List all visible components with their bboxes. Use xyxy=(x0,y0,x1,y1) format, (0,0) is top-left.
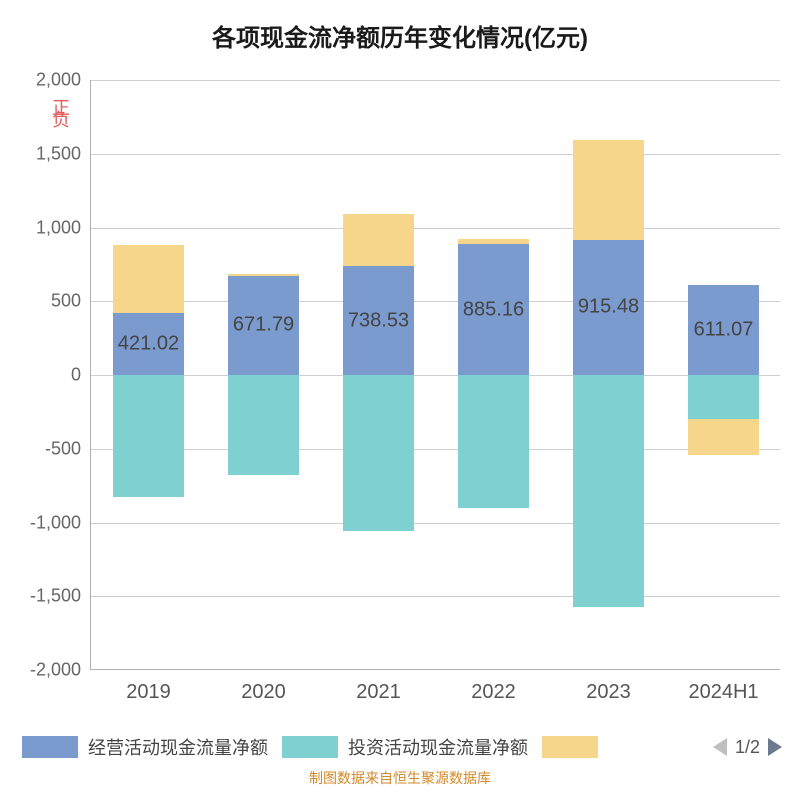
bar-value-label: 738.53 xyxy=(329,309,429,332)
bar-segment-financing xyxy=(113,245,184,313)
footnote: 制图数据来自恒生聚源数据库 xyxy=(0,768,800,788)
ytick-label: -1,500 xyxy=(30,586,81,607)
bar-group: 611.07 xyxy=(688,80,759,669)
bar-segment-investing xyxy=(228,375,299,475)
ytick-label: 2,000 xyxy=(36,70,81,91)
xtick-label: 2021 xyxy=(356,681,401,704)
ytick-label: -500 xyxy=(45,438,81,459)
gridline xyxy=(91,375,780,376)
bar-segment-investing xyxy=(343,375,414,531)
legend-pager: 1/2 xyxy=(713,737,782,758)
chart-title: 各项现金流净额历年变化情况(亿元) xyxy=(0,0,800,53)
xtick-label: 2020 xyxy=(241,681,286,704)
bar-value-label: 421.02 xyxy=(99,332,199,355)
ytick-label: 0 xyxy=(71,365,81,386)
legend-label-investing: 投资活动现金流量净额 xyxy=(348,734,528,760)
gridline xyxy=(91,596,780,597)
pager-prev-icon[interactable] xyxy=(713,738,727,756)
legend-swatch-financing xyxy=(542,736,598,758)
watermark: 正负 xyxy=(47,98,73,122)
bar-segment-investing xyxy=(458,375,529,508)
bar-value-label: 915.48 xyxy=(559,296,659,319)
chart-area: 正负 2,0001,5001,0005000-500-1,000-1,500-2… xyxy=(90,80,780,670)
plot-region: 正负 2,0001,5001,0005000-500-1,000-1,500-2… xyxy=(90,80,780,670)
ytick-label: 1,000 xyxy=(36,217,81,238)
bar-segment-investing xyxy=(688,375,759,419)
gridline xyxy=(91,80,780,81)
bar-value-label: 611.07 xyxy=(674,318,774,341)
ytick-label: -2,000 xyxy=(30,660,81,681)
legend: 经营活动现金流量净额 投资活动现金流量净额 1/2 xyxy=(0,734,800,760)
legend-swatch-investing xyxy=(282,736,338,758)
bar-segment-investing xyxy=(113,375,184,497)
gridline xyxy=(91,301,780,302)
gridline xyxy=(91,154,780,155)
legend-label-operating: 经营活动现金流量净额 xyxy=(88,734,268,760)
ytick-label: -1,000 xyxy=(30,512,81,533)
bar-segment-financing xyxy=(688,419,759,454)
pager-next-icon[interactable] xyxy=(768,738,782,756)
bar-group: 671.79 xyxy=(228,80,299,669)
bar-group: 421.02 xyxy=(113,80,184,669)
xtick-label: 2022 xyxy=(471,681,516,704)
bar-segment-investing xyxy=(573,375,644,607)
xtick-label: 2023 xyxy=(586,681,631,704)
gridline xyxy=(91,449,780,450)
bar-value-label: 885.16 xyxy=(444,298,544,321)
bar-segment-financing xyxy=(573,140,644,240)
bar-value-label: 671.79 xyxy=(214,314,314,337)
xtick-label: 2019 xyxy=(126,681,171,704)
bar-segment-financing xyxy=(343,214,414,266)
gridline xyxy=(91,523,780,524)
legend-swatch-operating xyxy=(22,736,78,758)
ytick-label: 1,500 xyxy=(36,143,81,164)
legend-item-operating: 经营活动现金流量净额 xyxy=(22,734,268,760)
ytick-label: 500 xyxy=(51,291,81,312)
gridline xyxy=(91,228,780,229)
legend-item-financing xyxy=(542,736,598,758)
bar-segment-financing xyxy=(228,274,299,275)
bar-segment-financing xyxy=(458,239,529,245)
xtick-label: 2024H1 xyxy=(688,681,758,704)
pager-text: 1/2 xyxy=(735,737,760,758)
legend-item-investing: 投资活动现金流量净额 xyxy=(282,734,528,760)
bar-group: 885.16 xyxy=(458,80,529,669)
bar-group: 915.48 xyxy=(573,80,644,669)
bar-group: 738.53 xyxy=(343,80,414,669)
